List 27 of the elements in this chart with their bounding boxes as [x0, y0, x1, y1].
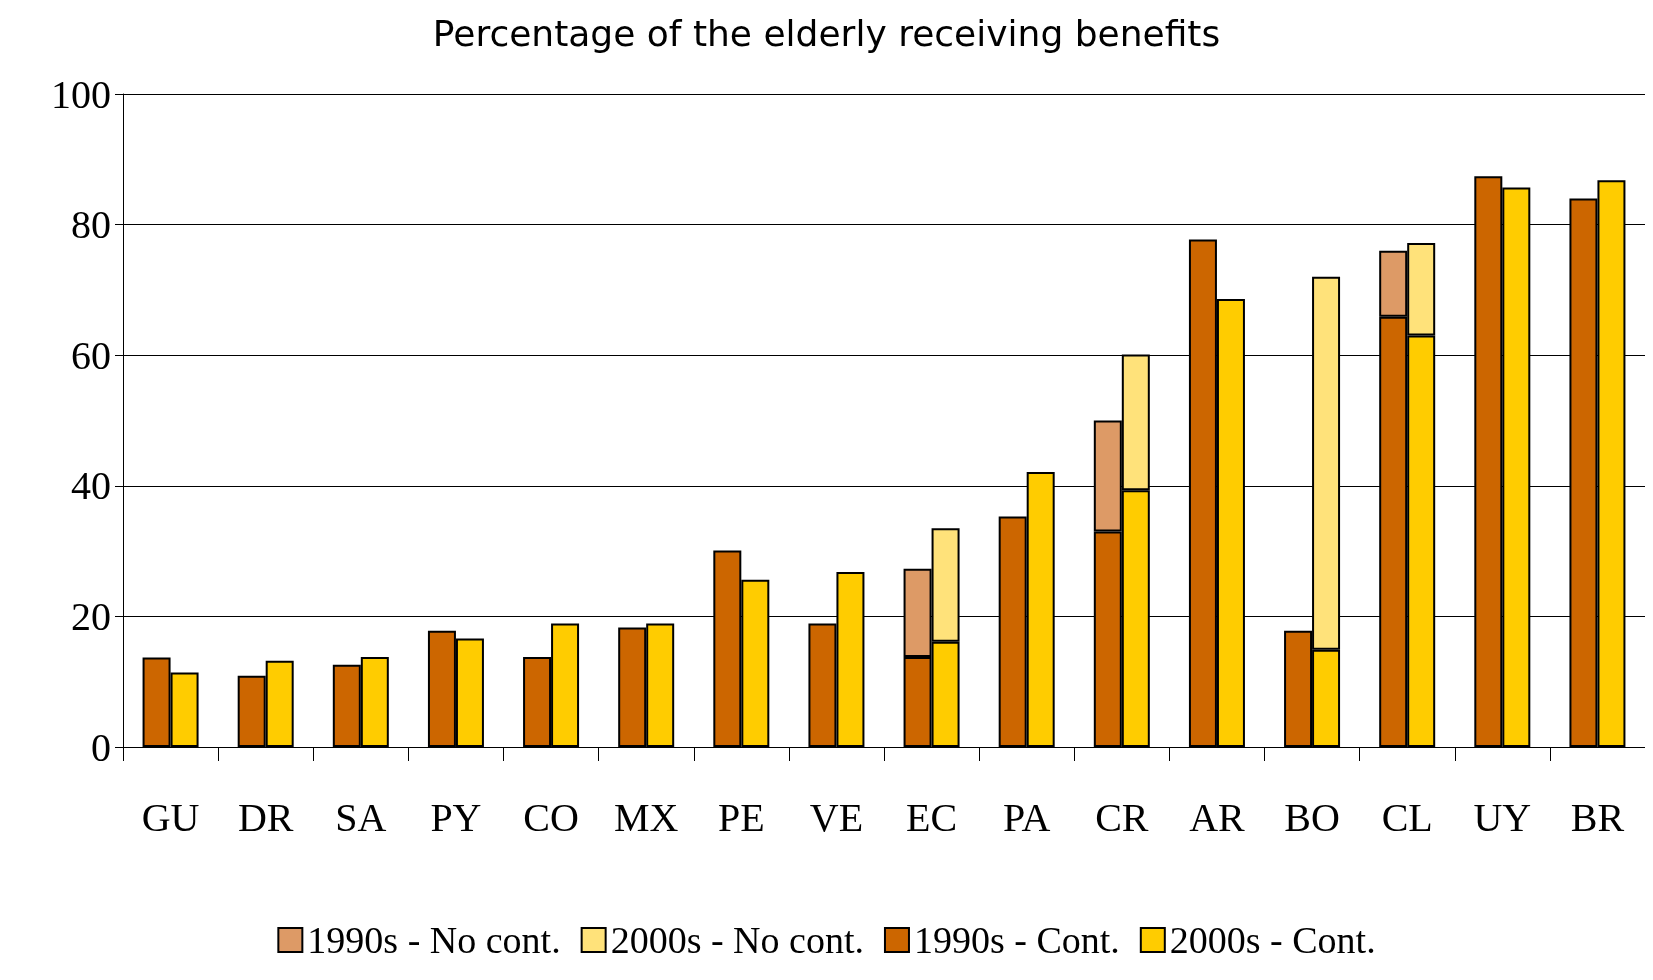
x-tick-label: BO: [1284, 794, 1340, 840]
x-tick-label: PA: [1002, 794, 1051, 840]
y-tick-label: 20: [71, 593, 111, 639]
x-tick-label: CO: [523, 794, 579, 840]
x-tick-label: AR: [1189, 794, 1246, 840]
x-tick-label: DR: [237, 794, 294, 840]
x-tick-label: SA: [335, 794, 387, 840]
legend-label: 1990s - No cont.: [307, 919, 561, 961]
x-tick-label: EC: [906, 794, 958, 840]
x-tick-label: BR: [1570, 794, 1625, 840]
x-tick-label: PY: [430, 794, 482, 840]
x-tick-label: VE: [809, 794, 864, 840]
y-tick-label: 60: [71, 332, 111, 378]
x-tick-label: CR: [1095, 794, 1149, 840]
y-tick-label: 80: [71, 202, 111, 248]
x-tick-label: GU: [141, 794, 200, 840]
y-tick-label: 40: [71, 463, 111, 509]
x-tick-label: MX: [613, 794, 679, 840]
legend-label: 1990s - Cont.: [913, 919, 1120, 961]
x-tick-label: UY: [1473, 794, 1532, 840]
x-tick-label: PE: [717, 794, 765, 840]
chart-title: Percentage of the elderly receiving benefits: [432, 12, 1221, 54]
x-tick-label: CL: [1381, 794, 1433, 840]
y-tick-label: 100: [51, 71, 111, 117]
y-tick-label: 0: [91, 724, 111, 770]
legend-label: 2000s - Cont.: [1169, 919, 1376, 961]
legend-label: 2000s - No cont.: [610, 919, 864, 961]
